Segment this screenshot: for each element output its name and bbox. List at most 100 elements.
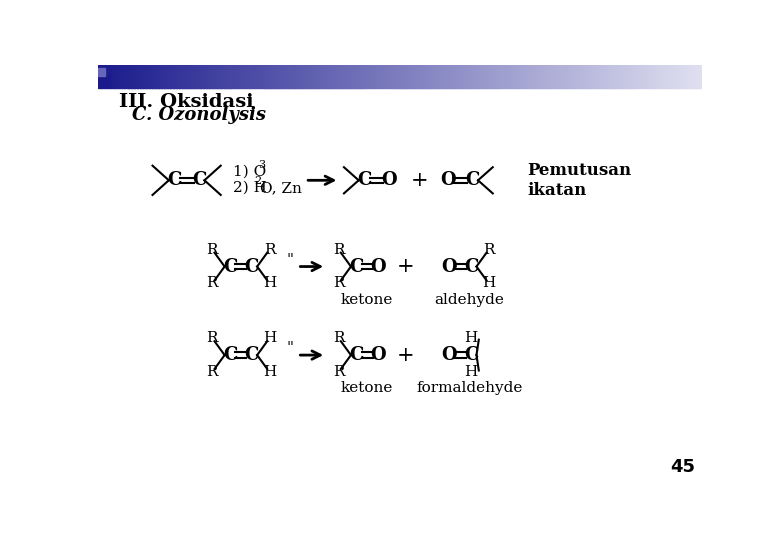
Bar (176, 65, 180, 88)
Bar (409, 65, 413, 88)
Bar (149, 65, 153, 88)
Text: O: O (441, 346, 457, 364)
Bar (612, 65, 615, 88)
Bar (131, 65, 134, 88)
Bar (693, 65, 697, 88)
Bar (544, 65, 548, 88)
Bar (473, 65, 476, 88)
Bar (590, 65, 594, 88)
Bar (158, 65, 161, 88)
Bar (539, 65, 543, 88)
Bar (672, 65, 675, 88)
Bar (412, 65, 416, 88)
Bar (324, 65, 328, 88)
Bar (675, 65, 679, 88)
Bar (197, 65, 201, 88)
Bar (351, 65, 355, 88)
Text: 45: 45 (670, 458, 695, 476)
Text: R: R (333, 276, 344, 291)
Bar (291, 65, 295, 88)
Bar (161, 65, 165, 88)
Bar (491, 65, 495, 88)
Text: C: C (192, 171, 206, 190)
Bar (363, 65, 367, 88)
Bar (236, 65, 240, 88)
Bar (367, 65, 370, 88)
Bar (136, 65, 140, 88)
Bar (279, 65, 282, 88)
Bar (639, 65, 642, 88)
Bar (696, 65, 700, 88)
Text: ": " (286, 253, 293, 267)
Bar (618, 65, 621, 88)
Bar (475, 65, 479, 88)
Bar (336, 65, 340, 88)
Bar (478, 65, 482, 88)
Bar (484, 65, 488, 88)
Bar (173, 65, 177, 88)
Bar (402, 65, 406, 88)
Bar (285, 65, 289, 88)
Bar (608, 65, 612, 88)
Bar (509, 65, 512, 88)
Bar (98, 74, 110, 86)
Bar (282, 65, 285, 88)
Bar (660, 65, 664, 88)
Bar (333, 65, 337, 88)
Bar (309, 65, 313, 88)
Bar (488, 65, 491, 88)
Bar (668, 65, 672, 88)
Text: R: R (333, 365, 344, 379)
Bar (626, 65, 630, 88)
Bar (644, 65, 648, 88)
Bar (388, 65, 392, 88)
Text: H: H (263, 276, 276, 291)
Bar (267, 65, 271, 88)
Bar (373, 65, 376, 88)
Bar (239, 65, 243, 88)
Bar (167, 65, 171, 88)
Bar (98, 68, 105, 76)
Bar (303, 65, 307, 88)
Bar (678, 65, 682, 88)
Bar (109, 65, 113, 88)
Bar (385, 65, 388, 88)
Bar (687, 65, 690, 88)
Text: C: C (464, 346, 478, 364)
Bar (406, 65, 410, 88)
Text: O: O (440, 171, 456, 190)
Bar (339, 65, 343, 88)
Bar (330, 65, 334, 88)
Bar (119, 65, 122, 88)
Bar (536, 65, 540, 88)
Bar (512, 65, 516, 88)
Bar (454, 65, 458, 88)
Text: H: H (482, 276, 495, 291)
Text: Pemutusan
ikatan: Pemutusan ikatan (527, 162, 632, 199)
Text: H: H (263, 331, 276, 345)
Text: C: C (349, 346, 363, 364)
Bar (605, 65, 609, 88)
Bar (243, 65, 246, 88)
Bar (306, 65, 310, 88)
Bar (430, 65, 434, 88)
Bar (315, 65, 319, 88)
Text: C: C (464, 258, 478, 275)
Bar (104, 65, 108, 88)
Bar (563, 65, 567, 88)
Bar (128, 65, 132, 88)
Bar (254, 65, 258, 88)
Text: C: C (245, 258, 259, 275)
Bar (572, 65, 576, 88)
Bar (436, 65, 440, 88)
Bar (636, 65, 640, 88)
Text: formaldehyde: formaldehyde (417, 381, 523, 395)
Bar (663, 65, 666, 88)
Text: aldehyde: aldehyde (434, 293, 505, 307)
Bar (357, 65, 361, 88)
Bar (300, 65, 303, 88)
Bar (690, 65, 693, 88)
Bar (654, 65, 658, 88)
Bar (481, 65, 485, 88)
Bar (288, 65, 292, 88)
